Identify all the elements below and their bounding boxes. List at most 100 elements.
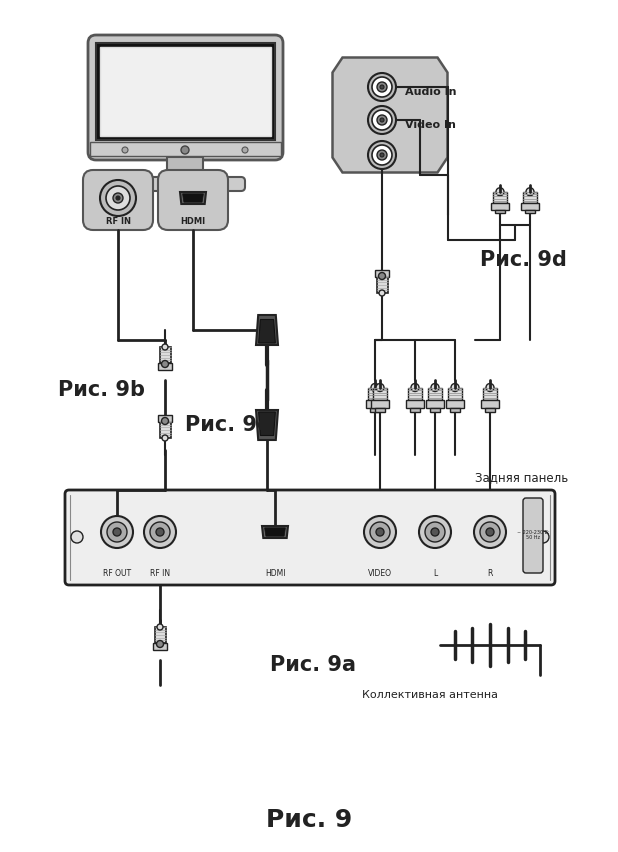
Circle shape: [378, 273, 386, 279]
Circle shape: [537, 531, 549, 543]
Circle shape: [368, 141, 396, 169]
Bar: [375, 407, 385, 412]
Text: Рис. 9c: Рис. 9c: [185, 415, 269, 435]
Circle shape: [122, 147, 128, 153]
Circle shape: [162, 435, 168, 441]
Bar: [446, 400, 464, 407]
Circle shape: [242, 147, 248, 153]
Text: Audio In: Audio In: [405, 87, 457, 97]
Circle shape: [376, 383, 384, 392]
Bar: [521, 203, 539, 210]
Bar: [100, 47, 271, 136]
Circle shape: [377, 115, 387, 125]
Bar: [483, 388, 497, 400]
Text: Video In: Video In: [405, 120, 456, 130]
FancyBboxPatch shape: [65, 490, 555, 585]
Text: Рис. 9d: Рис. 9d: [480, 250, 567, 270]
Bar: [491, 203, 509, 210]
Text: Рис. 9: Рис. 9: [266, 808, 352, 832]
Circle shape: [526, 187, 534, 196]
Circle shape: [376, 528, 384, 536]
Text: Задняя панель: Задняя панель: [475, 471, 568, 485]
Bar: [158, 363, 172, 370]
Circle shape: [496, 187, 504, 196]
Circle shape: [474, 516, 506, 548]
Circle shape: [101, 516, 133, 548]
Circle shape: [150, 522, 170, 542]
Circle shape: [431, 383, 439, 392]
Circle shape: [100, 180, 136, 216]
Bar: [153, 643, 167, 650]
Text: Рис. 9b: Рис. 9b: [58, 380, 145, 400]
Bar: [376, 277, 387, 293]
Circle shape: [380, 153, 384, 157]
Circle shape: [370, 522, 390, 542]
FancyBboxPatch shape: [83, 170, 153, 230]
Circle shape: [380, 85, 384, 89]
Bar: [167, 157, 203, 179]
Bar: [370, 407, 380, 412]
Circle shape: [368, 106, 396, 134]
Circle shape: [71, 531, 83, 543]
FancyBboxPatch shape: [523, 498, 543, 573]
Bar: [96, 43, 275, 140]
Circle shape: [411, 383, 419, 392]
Bar: [426, 400, 444, 407]
Bar: [525, 210, 535, 213]
Circle shape: [425, 522, 445, 542]
Text: RF IN: RF IN: [106, 217, 130, 227]
Bar: [410, 407, 420, 412]
Polygon shape: [259, 320, 276, 343]
Bar: [373, 388, 387, 400]
Circle shape: [161, 417, 169, 424]
Polygon shape: [262, 526, 288, 538]
Text: VIDEO: VIDEO: [368, 568, 392, 578]
Circle shape: [372, 145, 392, 165]
Bar: [493, 192, 507, 203]
Text: R: R: [488, 568, 493, 578]
Bar: [428, 388, 442, 400]
Text: RF IN: RF IN: [150, 568, 170, 578]
Circle shape: [113, 528, 121, 536]
Circle shape: [431, 528, 439, 536]
Circle shape: [161, 360, 169, 367]
Circle shape: [379, 290, 385, 296]
Circle shape: [372, 77, 392, 97]
Bar: [406, 400, 424, 407]
Circle shape: [157, 624, 163, 630]
Circle shape: [377, 82, 387, 92]
Polygon shape: [256, 315, 278, 345]
Circle shape: [368, 73, 396, 101]
Bar: [366, 400, 384, 407]
Circle shape: [486, 383, 494, 392]
Circle shape: [451, 383, 459, 392]
Circle shape: [371, 383, 379, 392]
Polygon shape: [180, 192, 206, 204]
Circle shape: [116, 196, 120, 200]
Circle shape: [480, 522, 500, 542]
Circle shape: [486, 528, 494, 536]
Text: HDMI: HDMI: [265, 568, 286, 578]
Bar: [430, 407, 440, 412]
Circle shape: [113, 193, 123, 203]
Polygon shape: [259, 412, 276, 435]
Text: RF OUT: RF OUT: [103, 568, 131, 578]
Circle shape: [377, 150, 387, 160]
Polygon shape: [182, 193, 203, 202]
Bar: [375, 270, 389, 277]
Bar: [371, 400, 389, 407]
Circle shape: [364, 516, 396, 548]
Bar: [481, 400, 499, 407]
Bar: [408, 388, 422, 400]
FancyBboxPatch shape: [88, 35, 283, 160]
Bar: [368, 388, 382, 400]
Text: Рис. 9a: Рис. 9a: [270, 655, 356, 675]
Text: ~ 220-230 B;
50 Hz: ~ 220-230 B; 50 Hz: [517, 530, 549, 540]
Polygon shape: [256, 410, 278, 440]
Circle shape: [156, 641, 164, 648]
Text: L: L: [433, 568, 437, 578]
Bar: [450, 407, 460, 412]
Bar: [158, 415, 172, 422]
Circle shape: [372, 110, 392, 130]
Bar: [90, 142, 281, 156]
